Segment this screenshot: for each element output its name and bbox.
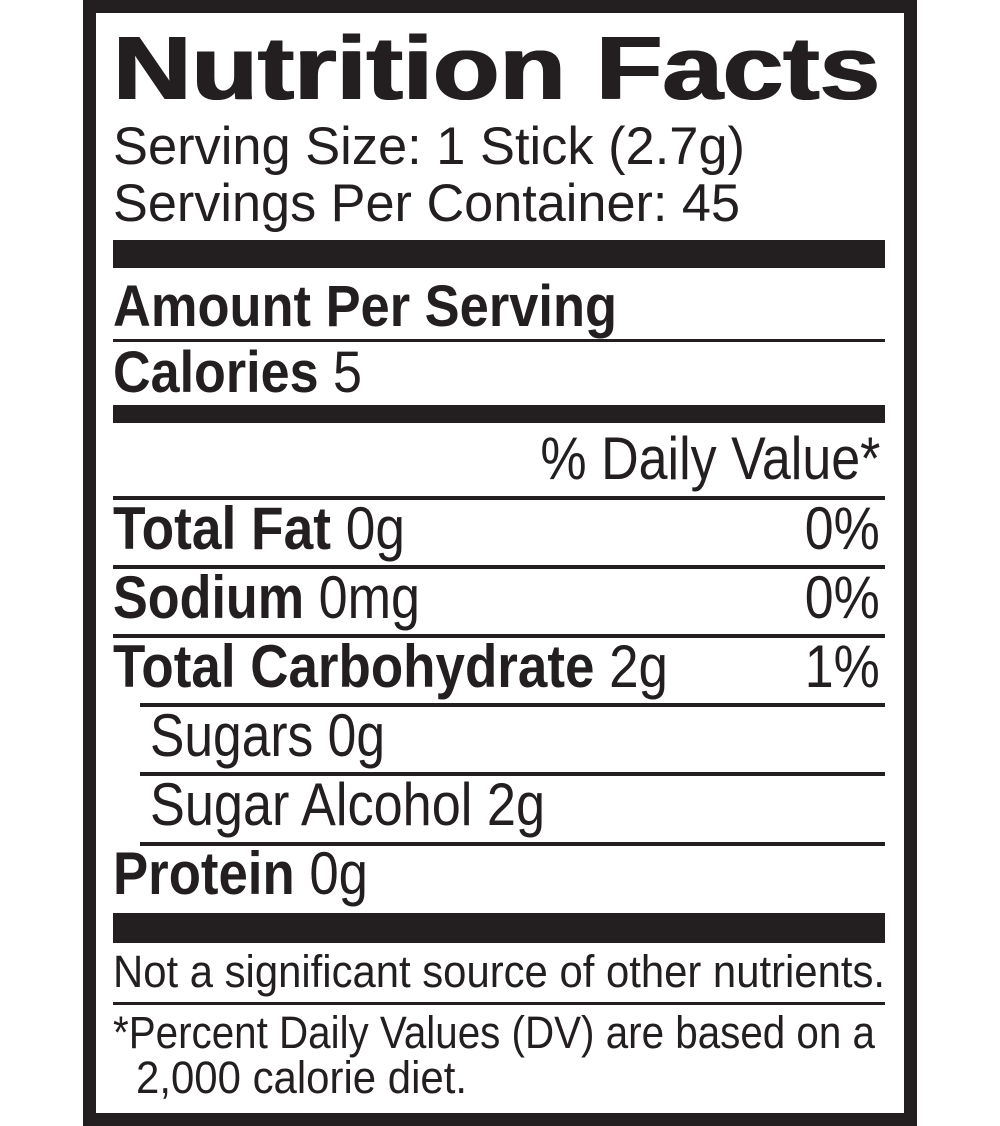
divider bbox=[113, 565, 885, 569]
thick-divider bbox=[113, 913, 885, 943]
nutrient-label: Total Fat bbox=[113, 495, 331, 562]
divider bbox=[140, 842, 885, 846]
nutrient-sugar-alcohol: Sugar Alcohol 2g bbox=[150, 771, 545, 838]
nutrient-protein: Protein 0g bbox=[113, 844, 368, 904]
medium-divider bbox=[113, 405, 885, 423]
nutrient-amount: 0g bbox=[345, 495, 405, 562]
nutrient-total-carbohydrate: Total Carbohydrate 2g bbox=[113, 637, 668, 697]
nutrient-amount: 0g bbox=[309, 840, 368, 907]
divider bbox=[113, 339, 885, 342]
divider bbox=[140, 703, 885, 707]
nutrient-label: Total Carbohydrate bbox=[113, 633, 595, 700]
nutrient-dv: 0% bbox=[805, 495, 880, 562]
nutrient-total-fat: Total Fat 0g bbox=[113, 499, 405, 559]
not-significant-note: Not a significant source of other nutrie… bbox=[113, 946, 885, 997]
divider bbox=[140, 772, 885, 776]
nutrient-amount: 2g bbox=[609, 633, 668, 700]
footnote-line-2: 2,000 calorie diet. bbox=[136, 1052, 467, 1103]
calories-row: Calories 5 bbox=[113, 344, 362, 402]
divider bbox=[113, 496, 885, 500]
label-title: Nutrition Facts bbox=[113, 19, 880, 119]
nutrient-sodium: Sodium 0mg bbox=[113, 568, 420, 628]
nutrient-dv: 0% bbox=[805, 564, 880, 631]
calories-label: Calories bbox=[113, 340, 319, 405]
footnote-line-1: *Percent Daily Values (DV) are based on … bbox=[113, 1007, 875, 1058]
nutrient-sugars: Sugars 0g bbox=[150, 702, 385, 769]
nutrient-label: Sodium bbox=[113, 564, 305, 631]
nutrient-amount: 0mg bbox=[318, 564, 420, 631]
calories-value: 5 bbox=[333, 340, 362, 405]
serving-size: Serving Size: 1 Stick (2.7g) bbox=[113, 117, 745, 176]
divider bbox=[113, 1002, 885, 1005]
nutrient-dv: 1% bbox=[805, 633, 880, 700]
divider bbox=[113, 634, 885, 638]
servings-per-container: Servings Per Container: 45 bbox=[113, 174, 740, 233]
daily-value-header: % Daily Value* bbox=[540, 425, 880, 492]
label-border bbox=[83, 0, 917, 1126]
thick-divider bbox=[113, 240, 885, 268]
nutrient-label: Protein bbox=[113, 840, 295, 907]
amount-per-serving: Amount Per Serving bbox=[113, 274, 617, 339]
